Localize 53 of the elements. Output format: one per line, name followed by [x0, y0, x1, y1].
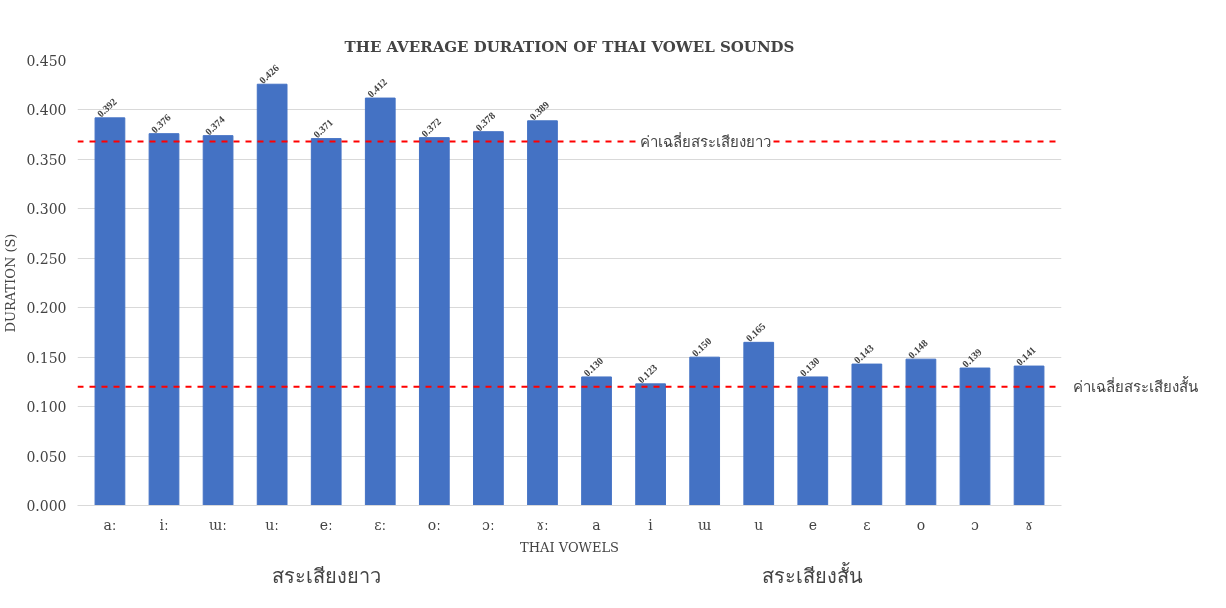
bar [689, 356, 721, 506]
y-tick-label: 0.200 [26, 300, 67, 317]
y-axis-title: DURATION (S) [3, 233, 19, 333]
x-tick-label: ɔ [971, 516, 980, 533]
y-tick-label: 0.100 [26, 399, 67, 416]
bar [527, 120, 558, 506]
x-tick-label: aː [103, 516, 117, 533]
x-tick-label: a [592, 516, 601, 533]
bar [94, 117, 126, 506]
x-tick-label: o [916, 516, 926, 533]
x-tick-label: ɤː [536, 516, 549, 533]
bar [1013, 365, 1045, 506]
x-tick-label: ɔː [482, 516, 495, 533]
x-tick-label: ɯ [698, 516, 712, 533]
x-tick-label: u [754, 516, 764, 533]
x-tick-label: e [808, 516, 817, 533]
x-tick-label: oː [427, 516, 441, 533]
x-tick-label: iː [159, 516, 169, 533]
x-tick-label: i [648, 516, 654, 533]
y-tick-label: 0.400 [26, 102, 67, 119]
y-tick-label: 0.050 [26, 448, 67, 465]
bar [905, 358, 937, 506]
bar [743, 341, 775, 506]
bar [581, 376, 612, 506]
bar [256, 83, 288, 506]
x-tick-label: uː [265, 516, 280, 533]
y-tick-label: 0.150 [26, 349, 67, 366]
x-tick-label: ɛː [374, 516, 387, 533]
bar [148, 133, 180, 506]
bar [797, 376, 829, 506]
x-axis-title: THAI VOWELS [520, 539, 619, 555]
bar [959, 367, 991, 506]
y-tick-label: 0.000 [26, 498, 67, 514]
ref-line-label: ค่าเฉลี่ยสระเสียงสั้น [1072, 375, 1198, 396]
text: สระเสียงยาว [271, 563, 381, 588]
x-tick-label: ɯː [209, 516, 228, 533]
bar [851, 363, 883, 506]
x-tick-label: ɤ [1025, 516, 1034, 533]
chart-title: THE AVERAGE DURATION OF THAI VOWEL SOUNDS [344, 37, 795, 56]
bar [473, 131, 504, 506]
x-tick-label: eː [319, 516, 333, 533]
bar [364, 97, 396, 506]
bar [310, 138, 342, 506]
bar [418, 137, 450, 506]
bar [202, 135, 234, 506]
y-tick-label: 0.300 [26, 201, 67, 218]
x-tick-label: ɛ [863, 516, 871, 533]
y-tick-label: 0.450 [26, 53, 67, 69]
bar [635, 383, 666, 506]
y-tick-label: 0.250 [26, 250, 67, 267]
text: สระเสียงสั้น [762, 561, 864, 588]
ref-line-label: ค่าเฉลี่ยสระเสียงยาว [639, 130, 771, 151]
y-tick-label: 0.350 [26, 151, 67, 168]
